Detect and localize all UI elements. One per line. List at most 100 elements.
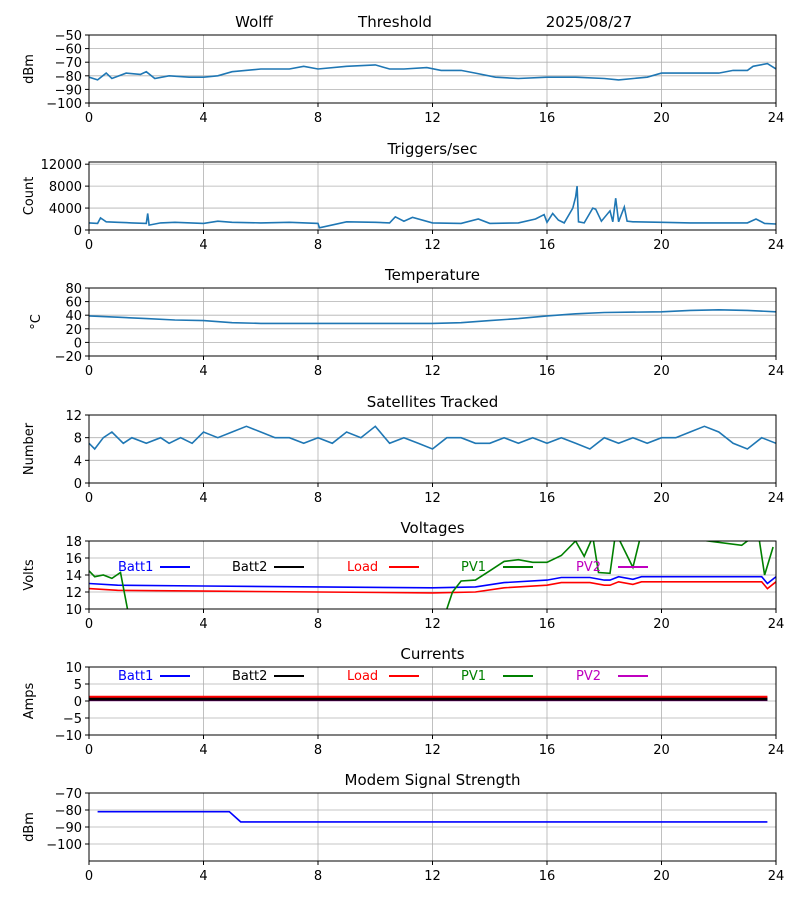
x-tick-label: 16 — [539, 491, 556, 506]
y-tick-label: 80 — [65, 282, 82, 297]
header-station: Wolff — [235, 13, 273, 31]
y-tick-label: 60 — [65, 296, 82, 311]
y-tick-label: −100 — [46, 97, 82, 112]
x-tick-label: 24 — [768, 238, 785, 253]
y-tick-label: 10 — [65, 603, 82, 618]
y-tick-label: 0 — [74, 336, 82, 351]
y-tick-label: 5 — [74, 678, 82, 693]
y-tick-label: −5 — [63, 712, 82, 727]
x-tick-label: 20 — [653, 491, 670, 506]
x-tick-label: 16 — [539, 238, 556, 253]
y-tick-label: −100 — [46, 838, 82, 853]
legend-label-pv2: PV2 — [576, 669, 601, 684]
subplot-title: Satellites Tracked — [367, 393, 498, 411]
legend-label-load: Load — [347, 669, 378, 684]
series-line-signal — [89, 62, 776, 81]
x-tick-label: 20 — [653, 869, 670, 884]
series-line-satellites — [89, 425, 776, 451]
series-line-triggers — [89, 185, 776, 229]
x-tick-label: 0 — [85, 364, 93, 379]
legend-label-pv2: PV2 — [576, 560, 601, 575]
x-tick-label: 24 — [768, 617, 785, 632]
x-tick-label: 12 — [424, 869, 441, 884]
x-tick-label: 12 — [424, 617, 441, 632]
x-tick-label: 4 — [199, 869, 207, 884]
x-tick-label: 12 — [424, 238, 441, 253]
axes-frame — [88, 540, 777, 610]
header-date: 2025/08/27 — [546, 13, 632, 31]
x-tick-label: 8 — [314, 111, 322, 126]
y-tick-label: 0 — [74, 477, 82, 492]
axes-frame — [88, 792, 777, 862]
y-axis-label: dBm — [22, 812, 37, 842]
x-tick-label: 4 — [199, 364, 207, 379]
y-axis-label: dBm — [22, 54, 37, 84]
x-tick-label: 0 — [85, 869, 93, 884]
x-tick-label: 4 — [199, 111, 207, 126]
legend-label-load: Load — [347, 560, 378, 575]
legend-label-pv1: PV1 — [461, 560, 486, 575]
series-line-pv1 — [89, 541, 774, 609]
axes-frame — [88, 287, 777, 357]
y-tick-label: −20 — [55, 350, 82, 365]
axes-frame — [88, 666, 777, 736]
legend-label-batt1: Batt1 — [118, 560, 153, 575]
x-tick-label: 8 — [314, 364, 322, 379]
x-tick-label: 8 — [314, 617, 322, 632]
subplot-title: Triggers/sec — [387, 140, 478, 158]
x-tick-label: 4 — [199, 617, 207, 632]
x-tick-label: 16 — [539, 617, 556, 632]
x-tick-label: 24 — [768, 491, 785, 506]
series-line-modem — [97, 810, 768, 823]
x-tick-label: 8 — [314, 491, 322, 506]
header-mode: Threshold — [357, 13, 432, 31]
axes-frame — [88, 34, 777, 104]
legend-label-batt2: Batt2 — [232, 560, 267, 575]
x-tick-label: 20 — [653, 111, 670, 126]
y-tick-label: −60 — [55, 43, 82, 58]
subplot-1: 0 4 8 12 16 20 24 0 4000 8000 12000 Triggers/sec Cou… — [22, 140, 784, 253]
y-tick-label: −50 — [55, 29, 82, 44]
y-tick-label: 12 — [65, 586, 82, 601]
x-tick-label: 24 — [768, 743, 785, 758]
y-tick-label: 0 — [74, 695, 82, 710]
y-axis-label: Volts — [22, 559, 37, 591]
y-tick-label: −80 — [55, 70, 82, 85]
y-tick-label: −80 — [55, 804, 82, 819]
y-axis-label: Number — [22, 422, 37, 475]
subplot-5: 0 4 8 12 16 20 24 10 5 0 −5 −10 Currents Amps Batt1 Bat… — [22, 645, 784, 758]
axes-frame — [88, 161, 777, 231]
x-tick-label: 4 — [199, 491, 207, 506]
x-tick-label: 4 — [199, 238, 207, 253]
subplot-title: Currents — [400, 645, 464, 663]
subplot-0: 0 4 8 12 16 20 24 −50−60−70−80−90−100 dBm — [22, 29, 784, 126]
x-tick-label: 16 — [539, 111, 556, 126]
x-tick-label: 20 — [653, 617, 670, 632]
y-tick-label: 18 — [65, 535, 82, 550]
x-tick-label: 20 — [653, 743, 670, 758]
y-tick-label: 4 — [74, 454, 82, 469]
y-tick-label: −70 — [55, 56, 82, 71]
y-axis-label: Count — [22, 177, 37, 216]
subplot-title: Temperature — [384, 266, 480, 284]
x-tick-label: 8 — [314, 743, 322, 758]
y-tick-label: 10 — [65, 661, 82, 676]
x-tick-label: 20 — [653, 238, 670, 253]
y-tick-label: −90 — [55, 83, 82, 98]
x-tick-label: 0 — [85, 238, 93, 253]
subplot-title: Voltages — [400, 519, 464, 537]
subplot-6: 0 4 8 12 16 20 24 −70 −80 −90 −100 Modem Signal Str… — [22, 771, 784, 884]
x-tick-label: 0 — [85, 617, 93, 632]
y-tick-label: 40 — [65, 309, 82, 324]
y-tick-label: 8 — [74, 432, 82, 447]
y-tick-label: 14 — [65, 569, 82, 584]
y-tick-label: 16 — [65, 552, 82, 567]
x-tick-label: 16 — [539, 869, 556, 884]
series-line-temperature — [89, 308, 776, 325]
y-tick-label: 4000 — [49, 202, 82, 217]
subplot-4: 0 4 8 12 16 20 24 10 12 14 16 18 Voltages Volts Batt1 B… — [22, 519, 784, 632]
x-tick-label: 12 — [424, 491, 441, 506]
x-tick-label: 12 — [424, 364, 441, 379]
